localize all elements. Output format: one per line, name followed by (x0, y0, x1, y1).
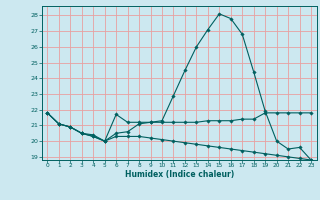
X-axis label: Humidex (Indice chaleur): Humidex (Indice chaleur) (124, 170, 234, 179)
